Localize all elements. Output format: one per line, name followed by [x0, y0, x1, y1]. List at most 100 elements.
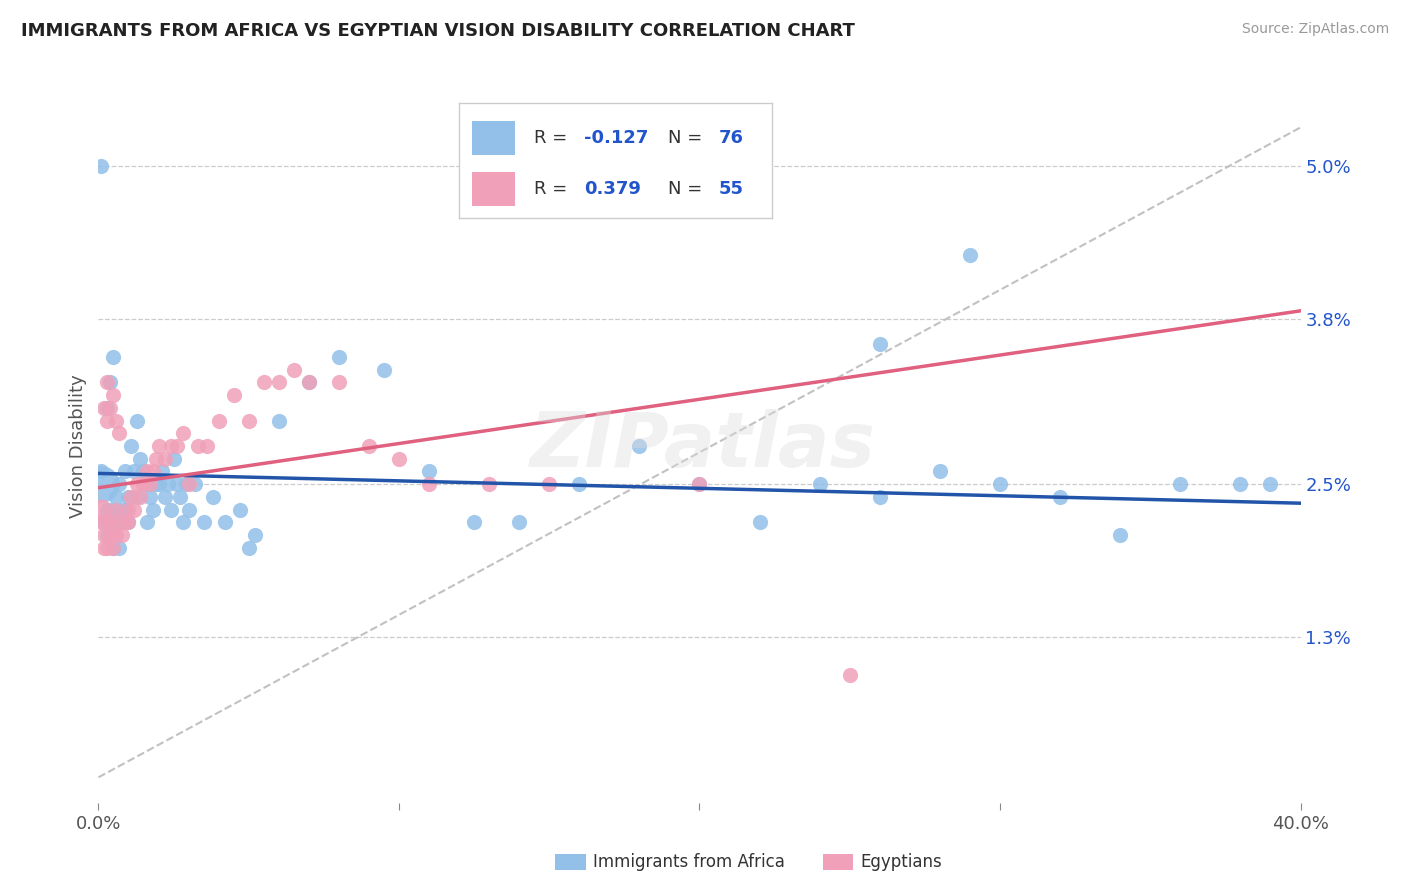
Point [127, 490, 149, 504]
Point [96, 413, 118, 427]
Point [100, 528, 122, 542]
Point [214, 516, 236, 530]
Point [117, 502, 139, 516]
Point [166, 439, 188, 453]
Point [135, 465, 157, 479]
Point [111, 516, 134, 530]
Point [1229, 477, 1251, 491]
Point [96, 516, 118, 530]
Point [105, 490, 128, 504]
Point [114, 465, 136, 479]
Point [108, 426, 131, 441]
Point [129, 490, 152, 504]
Point [111, 528, 134, 542]
Point [114, 502, 136, 516]
Point [463, 516, 485, 530]
Point [103, 350, 125, 364]
Point [121, 490, 143, 504]
Point [869, 337, 891, 351]
Text: Source: ZipAtlas.com: Source: ZipAtlas.com [1241, 22, 1389, 37]
Point [388, 451, 411, 466]
Point [568, 477, 591, 491]
Point [138, 477, 160, 491]
Point [96, 502, 118, 516]
Point [103, 388, 125, 402]
Point [929, 465, 952, 479]
Point [141, 465, 163, 479]
Point [96, 528, 118, 542]
Point [222, 388, 245, 402]
Point [121, 439, 143, 453]
Point [208, 413, 231, 427]
Point [105, 502, 128, 516]
Point [108, 516, 131, 530]
Point [100, 502, 122, 516]
Point [267, 413, 290, 427]
Text: Egyptians: Egyptians [860, 853, 942, 871]
Point [156, 477, 179, 491]
Point [135, 477, 157, 491]
Point [869, 490, 891, 504]
Point [90, 516, 112, 530]
Point [1260, 477, 1282, 491]
Point [689, 477, 711, 491]
Point [228, 502, 250, 516]
Point [238, 413, 260, 427]
Point [162, 451, 184, 466]
Point [169, 490, 191, 504]
Point [183, 477, 205, 491]
Point [111, 516, 134, 530]
Point [103, 541, 125, 555]
Point [111, 502, 134, 516]
Point [90, 477, 112, 491]
Point [105, 516, 128, 530]
Point [172, 426, 194, 441]
Point [103, 528, 125, 542]
Point [100, 401, 122, 415]
Y-axis label: Vision Disability: Vision Disability [69, 374, 87, 518]
Point [105, 413, 128, 427]
Point [93, 541, 115, 555]
Point [628, 439, 651, 453]
Point [90, 465, 112, 479]
Point [201, 490, 224, 504]
Point [127, 477, 149, 491]
Point [959, 248, 981, 262]
Point [328, 350, 350, 364]
Point [267, 376, 290, 390]
Point [100, 516, 122, 530]
Point [357, 439, 380, 453]
Point [478, 477, 501, 491]
Point [105, 516, 128, 530]
Point [689, 477, 711, 491]
Point [108, 477, 131, 491]
Point [141, 502, 163, 516]
Point [373, 362, 395, 376]
Text: Immigrants from Africa: Immigrants from Africa [593, 853, 785, 871]
Point [100, 376, 122, 390]
Point [298, 376, 321, 390]
Point [108, 541, 131, 555]
Point [124, 502, 146, 516]
Point [138, 490, 160, 504]
Point [93, 401, 115, 415]
Point [117, 516, 139, 530]
Point [145, 477, 167, 491]
Point [238, 541, 260, 555]
Point [1109, 528, 1132, 542]
Point [166, 477, 188, 491]
Point [174, 477, 197, 491]
Text: ZIPatlas: ZIPatlas [530, 409, 876, 483]
Point [177, 502, 200, 516]
Point [243, 528, 266, 542]
Text: IMMIGRANTS FROM AFRICA VS EGYPTIAN VISION DISABILITY CORRELATION CHART: IMMIGRANTS FROM AFRICA VS EGYPTIAN VISIO… [21, 22, 855, 40]
Point [132, 465, 155, 479]
Point [1049, 490, 1071, 504]
Point [172, 516, 194, 530]
Point [103, 516, 125, 530]
Point [283, 362, 305, 376]
Point [114, 516, 136, 530]
Point [1170, 477, 1192, 491]
Point [127, 413, 149, 427]
Point [96, 376, 118, 390]
